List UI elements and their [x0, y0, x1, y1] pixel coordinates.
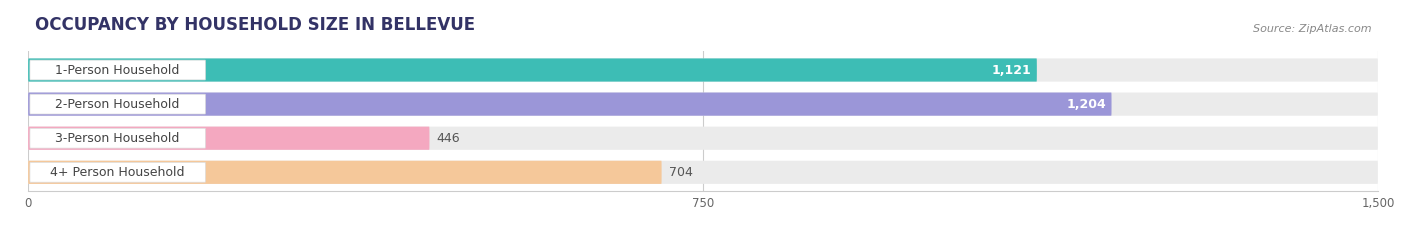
Text: 1-Person Household: 1-Person Household: [55, 64, 180, 76]
Text: 1,121: 1,121: [991, 64, 1032, 76]
Text: 3-Person Household: 3-Person Household: [55, 132, 180, 145]
FancyBboxPatch shape: [28, 93, 1112, 116]
FancyBboxPatch shape: [30, 128, 205, 148]
FancyBboxPatch shape: [28, 93, 1378, 116]
Text: 1,204: 1,204: [1066, 98, 1107, 111]
Text: Source: ZipAtlas.com: Source: ZipAtlas.com: [1253, 24, 1371, 34]
Text: OCCUPANCY BY HOUSEHOLD SIZE IN BELLEVUE: OCCUPANCY BY HOUSEHOLD SIZE IN BELLEVUE: [35, 17, 475, 34]
Text: 704: 704: [669, 166, 693, 179]
FancyBboxPatch shape: [30, 162, 205, 182]
FancyBboxPatch shape: [28, 161, 662, 184]
FancyBboxPatch shape: [28, 58, 1378, 82]
Text: 2-Person Household: 2-Person Household: [55, 98, 180, 111]
Text: 446: 446: [437, 132, 460, 145]
FancyBboxPatch shape: [28, 58, 1036, 82]
FancyBboxPatch shape: [30, 60, 205, 80]
FancyBboxPatch shape: [28, 127, 1378, 150]
FancyBboxPatch shape: [30, 94, 205, 114]
Text: 4+ Person Household: 4+ Person Household: [51, 166, 186, 179]
FancyBboxPatch shape: [28, 127, 429, 150]
FancyBboxPatch shape: [28, 161, 1378, 184]
